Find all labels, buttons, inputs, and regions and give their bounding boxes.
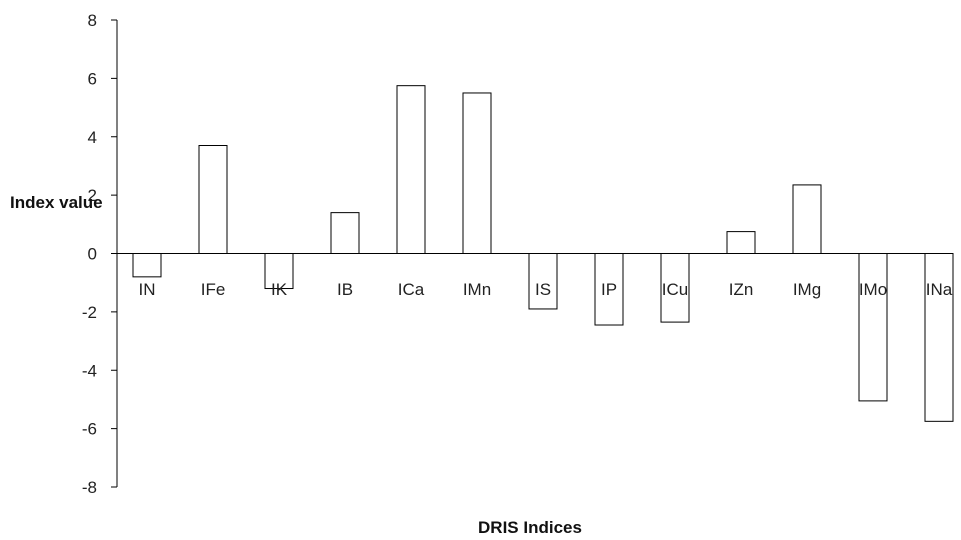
bar-ica bbox=[396, 85, 426, 254]
bar-ife bbox=[198, 145, 228, 255]
category-label-ina: INa bbox=[926, 280, 953, 299]
y-tick-label: -2 bbox=[82, 303, 97, 322]
bar-imn bbox=[462, 92, 492, 254]
y-ticks-group: 8 6 4 2 0 -2 -4 -6 -8 bbox=[82, 11, 117, 497]
category-label-imn: IMn bbox=[463, 280, 491, 299]
bar-is bbox=[528, 253, 558, 310]
category-label-img: IMg bbox=[793, 280, 821, 299]
category-label-ife: IFe bbox=[201, 280, 226, 299]
bar-imo bbox=[858, 253, 888, 402]
category-label-ib: IB bbox=[337, 280, 353, 299]
bar-ip bbox=[594, 253, 624, 326]
category-label-ip: IP bbox=[601, 280, 617, 299]
category-label-ica: ICa bbox=[398, 280, 425, 299]
y-tick-label: -4 bbox=[82, 361, 97, 380]
category-labels-group: IN IFe IK IB ICa IMn IS IP ICu IZn IMg IMo INa bbox=[139, 280, 953, 299]
y-tick-label: -6 bbox=[82, 420, 97, 439]
category-label-in: IN bbox=[139, 280, 156, 299]
category-label-icu: ICu bbox=[662, 280, 688, 299]
category-label-ik: IK bbox=[271, 280, 288, 299]
y-tick-label: 0 bbox=[88, 245, 97, 264]
bar-ina bbox=[924, 253, 954, 422]
y-tick-label: 4 bbox=[88, 128, 97, 147]
bars-group bbox=[132, 85, 954, 422]
category-label-imo: IMo bbox=[859, 280, 887, 299]
bar-in bbox=[132, 253, 162, 278]
bar-icu bbox=[660, 253, 690, 323]
bar-img bbox=[792, 184, 822, 254]
y-tick-label: 2 bbox=[88, 186, 97, 205]
x-axis-title: DRIS Indices bbox=[478, 518, 582, 537]
y-axis-title: Index value bbox=[10, 193, 103, 212]
y-tick-label: 8 bbox=[88, 11, 97, 30]
category-label-is: IS bbox=[535, 280, 551, 299]
y-tick-label: 6 bbox=[88, 69, 97, 88]
y-tick-label: -8 bbox=[82, 478, 97, 497]
bar-izn bbox=[726, 231, 756, 254]
category-label-izn: IZn bbox=[729, 280, 754, 299]
bar-ib bbox=[330, 212, 360, 254]
